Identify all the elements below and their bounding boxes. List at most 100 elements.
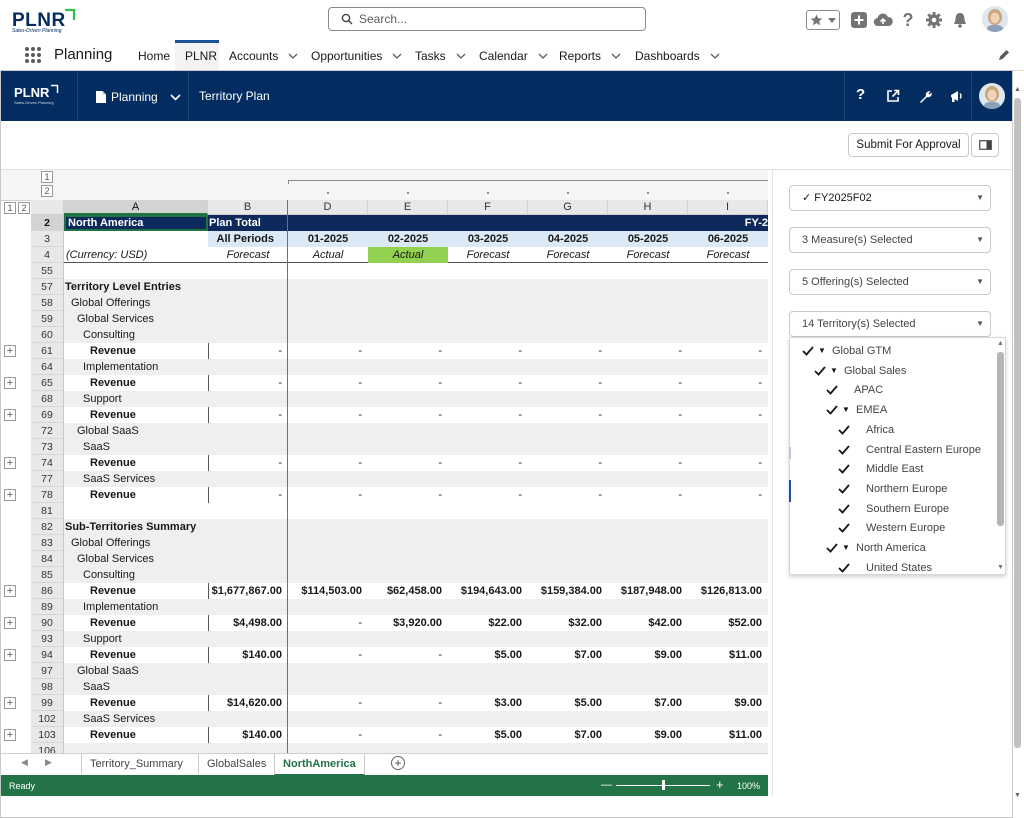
notifications-button[interactable] (950, 10, 970, 30)
chevron-down-icon[interactable] (538, 53, 548, 59)
row-number[interactable]: 58 (31, 295, 64, 311)
expand-row-button[interactable]: + (4, 585, 16, 597)
value-cell[interactable]: $9.00 (654, 729, 682, 741)
value-cell[interactable]: - (758, 377, 762, 389)
value-cell[interactable]: - (518, 377, 522, 389)
row-label-cell[interactable]: SaaS (83, 441, 110, 453)
chevron-down-icon[interactable] (392, 53, 402, 59)
row-label-cell[interactable]: Consulting (83, 329, 135, 341)
period-type-cell[interactable]: Actual (368, 247, 448, 263)
row-number[interactable]: 98 (31, 679, 64, 695)
value-cell[interactable]: - (358, 409, 362, 421)
row-number[interactable]: 60 (31, 327, 64, 343)
value-cell[interactable]: $52.00 (728, 617, 762, 629)
setup-button[interactable] (924, 10, 944, 30)
row-number[interactable]: 106 (31, 743, 64, 753)
value-cell[interactable]: $7.00 (654, 697, 682, 709)
period-type-cell[interactable]: Actual (312, 249, 344, 261)
row-number[interactable]: 102 (31, 711, 64, 727)
user-avatar[interactable] (982, 6, 1008, 32)
column-header[interactable]: A (64, 200, 208, 215)
row-number[interactable]: 57 (31, 279, 64, 295)
territory-tree-item[interactable]: Africa (790, 421, 995, 439)
expand-row-button[interactable]: + (4, 409, 16, 421)
row-number[interactable]: 94 (31, 647, 64, 663)
period-header-cell[interactable]: 02-2025 (387, 233, 429, 245)
value-cell[interactable]: $14,620.00 (208, 695, 288, 711)
value-cell[interactable]: $126,813.00 (700, 585, 762, 597)
outline-level-button[interactable]: 1 (4, 202, 16, 214)
row-label-cell[interactable]: Revenue (90, 457, 136, 469)
row-label-cell[interactable]: Implementation (83, 361, 159, 373)
value-cell[interactable]: - (598, 345, 602, 357)
value-cell[interactable]: - (598, 409, 602, 421)
nav-reports[interactable]: Reports (559, 41, 621, 71)
row-number[interactable]: 86 (31, 583, 64, 599)
territory-tree-item[interactable]: ▼ North America (790, 539, 995, 557)
row-label-cell[interactable]: Consulting (83, 569, 135, 581)
value-cell[interactable]: - (358, 617, 362, 629)
fiscal-period-select[interactable]: ✓ FY2025F02 ▼ (789, 185, 991, 211)
expand-caret-icon[interactable]: ▼ (842, 405, 850, 415)
tree-scroll-up-icon[interactable]: ▲ (997, 340, 1004, 347)
plan-total-cell[interactable]: Plan Total (209, 217, 261, 229)
value-cell[interactable]: - (438, 457, 442, 469)
value-cell[interactable]: - (438, 345, 442, 357)
period-header-cell[interactable]: 01-2025 (307, 233, 349, 245)
value-cell[interactable]: $5.00 (494, 649, 522, 661)
expand-row-button[interactable]: + (4, 345, 16, 357)
value-cell[interactable]: $11.00 (728, 649, 762, 661)
value-cell[interactable]: $7.00 (574, 649, 602, 661)
nav-accounts[interactable]: Accounts (229, 41, 298, 71)
row-label-cell[interactable]: Global SaaS (77, 425, 139, 437)
settings-button[interactable] (918, 89, 933, 104)
sheet-tab[interactable]: GlobalSales (198, 754, 274, 774)
row-label-cell[interactable]: SaaS Services (83, 713, 156, 725)
favorites-button[interactable] (806, 10, 840, 30)
help-button[interactable]: ? (898, 10, 918, 30)
expand-row-button[interactable]: + (4, 489, 16, 501)
row-number[interactable]: 2 (31, 215, 64, 231)
value-cell[interactable]: - (358, 649, 362, 661)
expand-row-button[interactable]: + (4, 457, 16, 469)
nav-opportunities[interactable]: Opportunities (311, 41, 402, 71)
sheet-tab[interactable]: NorthAmerica (274, 754, 365, 776)
column-header[interactable]: G (528, 200, 608, 215)
zoom-slider-thumb[interactable] (661, 780, 665, 790)
row-label-cell[interactable]: Revenue (90, 649, 136, 661)
row-number[interactable]: 64 (31, 359, 64, 375)
row-label-cell[interactable]: Territory Level Entries (65, 281, 181, 293)
value-cell[interactable]: $1,677,867.00 (208, 583, 288, 599)
row-label-cell[interactable]: SaaS Services (83, 473, 156, 485)
zoom-in-icon[interactable]: + (716, 777, 724, 792)
column-header[interactable]: F (448, 200, 528, 215)
value-cell[interactable]: - (678, 489, 682, 501)
value-cell[interactable]: - (598, 457, 602, 469)
period-header-cell[interactable]: 05-2025 (627, 233, 669, 245)
territory-tree-item[interactable]: Central Eastern Europe (790, 441, 995, 459)
value-cell[interactable]: - (678, 377, 682, 389)
value-cell[interactable]: - (358, 697, 362, 709)
value-cell[interactable]: $194,643.00 (460, 585, 522, 597)
announcements-button[interactable] (949, 89, 965, 104)
all-periods-cell[interactable]: All Periods (216, 233, 274, 245)
expand-row-button[interactable]: + (4, 697, 16, 709)
territory-tree-item[interactable]: ▼ Global Sales (790, 362, 995, 380)
expand-caret-icon[interactable]: ▼ (842, 543, 850, 552)
period-header-cell[interactable]: 06-2025 (707, 233, 749, 245)
edit-nav-button[interactable] (997, 48, 1011, 62)
territory-tree-item[interactable]: ▼ EMEA (790, 401, 995, 419)
expand-caret-icon[interactable]: ▼ (818, 346, 826, 355)
row-label-cell[interactable]: SaaS (83, 681, 110, 693)
row-label-cell[interactable]: Revenue (90, 729, 136, 741)
expand-caret-icon[interactable]: ▼ (830, 365, 838, 375)
value-cell[interactable]: $42.00 (648, 617, 682, 629)
row-label-cell[interactable]: Global Services (77, 553, 155, 565)
prev-sheet-arrow-icon[interactable]: ◀ (21, 757, 28, 767)
value-cell[interactable]: $22.00 (488, 617, 522, 629)
row-label-cell[interactable]: Revenue (90, 617, 136, 629)
measures-select[interactable]: 3 Measure(s) Selected ▼ (789, 227, 991, 253)
submit-for-approval-button[interactable]: Submit For Approval (848, 133, 969, 157)
row-label-cell[interactable]: Support (83, 633, 122, 645)
value-cell[interactable]: - (208, 455, 288, 471)
